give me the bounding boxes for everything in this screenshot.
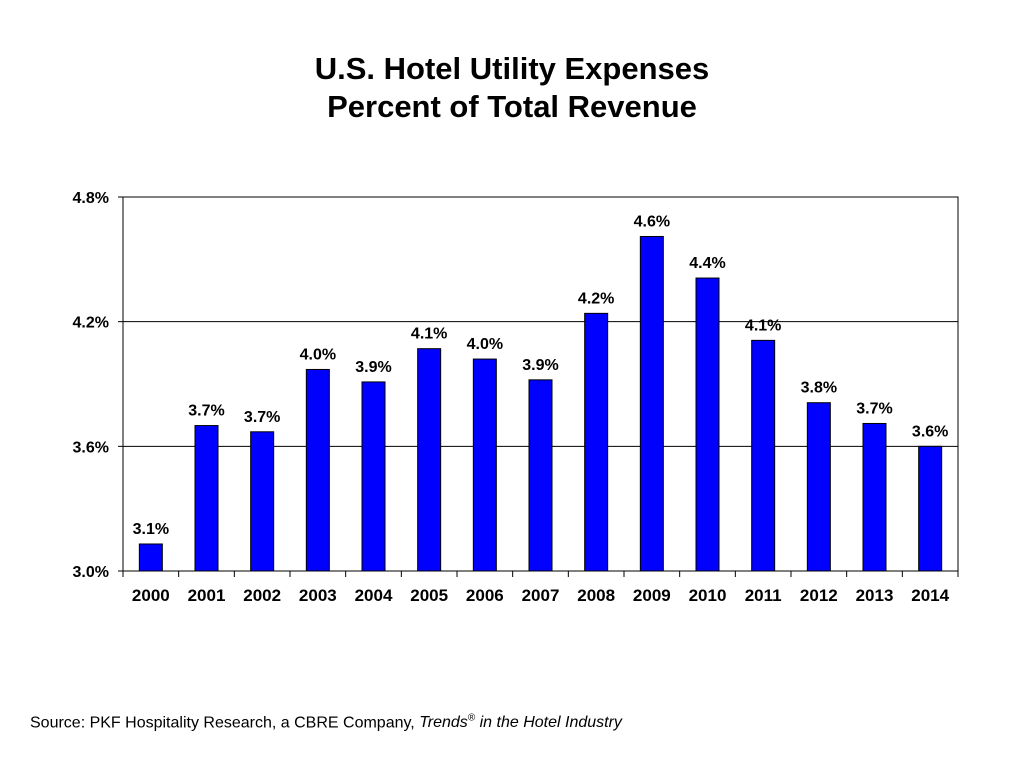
data-label: 4.0% (300, 346, 336, 363)
data-label: 4.4% (689, 255, 725, 272)
bar (138, 543, 163, 572)
bar (417, 348, 442, 572)
x-tick-label: 2004 (355, 586, 393, 605)
data-label: 4.6% (634, 213, 670, 230)
data-label: 3.7% (244, 409, 280, 426)
x-tick-label: 2002 (243, 586, 281, 605)
y-tick-label: 3.0% (73, 564, 109, 581)
bar (361, 381, 386, 572)
x-tick-label: 2006 (466, 586, 504, 605)
bar (584, 312, 609, 572)
data-label: 4.0% (467, 336, 503, 353)
chart-title: U.S. Hotel Utility Expenses (314, 51, 710, 86)
bar (862, 422, 887, 572)
source-publication: Trends (419, 714, 468, 732)
bar (250, 431, 275, 572)
data-label: 3.9% (522, 357, 558, 374)
data-label: 4.2% (578, 290, 614, 307)
x-tick-label: 2007 (522, 586, 560, 605)
data-label: 3.6% (912, 423, 948, 440)
data-label: 3.9% (355, 359, 391, 376)
x-tick-label: 2013 (856, 586, 894, 605)
bar (751, 339, 776, 572)
x-tick-label: 2014 (911, 586, 949, 605)
x-tick-label: 2010 (689, 586, 727, 605)
chart-title-block: U.S. Hotel Utility Expenses Percent of T… (0, 50, 1024, 126)
bar (806, 402, 831, 572)
x-tick-label: 2000 (132, 586, 170, 605)
source-suffix: in the Hotel Industry (475, 714, 622, 732)
data-label: 3.7% (188, 403, 224, 420)
bar (472, 358, 497, 572)
data-label: 3.7% (856, 400, 892, 417)
bar (528, 379, 553, 572)
bar (918, 445, 943, 572)
registered-mark: ® (467, 713, 476, 724)
x-tick-label: 2008 (577, 586, 615, 605)
data-label: 4.1% (411, 326, 447, 343)
bar (695, 277, 720, 572)
x-tick-label: 2011 (745, 586, 782, 605)
bar (194, 425, 219, 572)
source-note: Source: PKF Hospitality Research, a CBRE… (30, 713, 622, 732)
x-tick-label: 2001 (188, 586, 226, 605)
data-label: 4.1% (745, 317, 781, 334)
source-prefix: Source: PKF Hospitality Research, a CBRE… (30, 714, 420, 732)
data-label: 3.8% (801, 380, 837, 397)
bar (639, 235, 664, 572)
x-tick-label: 2009 (633, 586, 671, 605)
chart-subtitle: Percent of Total Revenue (327, 89, 697, 124)
x-tick-label: 2003 (299, 586, 337, 605)
data-label: 3.1% (133, 521, 169, 538)
y-tick-label: 4.8% (73, 190, 109, 207)
y-tick-label: 4.2% (73, 315, 109, 332)
x-tick-label: 2012 (800, 586, 838, 605)
bar (305, 368, 330, 572)
x-tick-label: 2005 (410, 586, 448, 605)
y-tick-label: 3.6% (73, 439, 109, 456)
